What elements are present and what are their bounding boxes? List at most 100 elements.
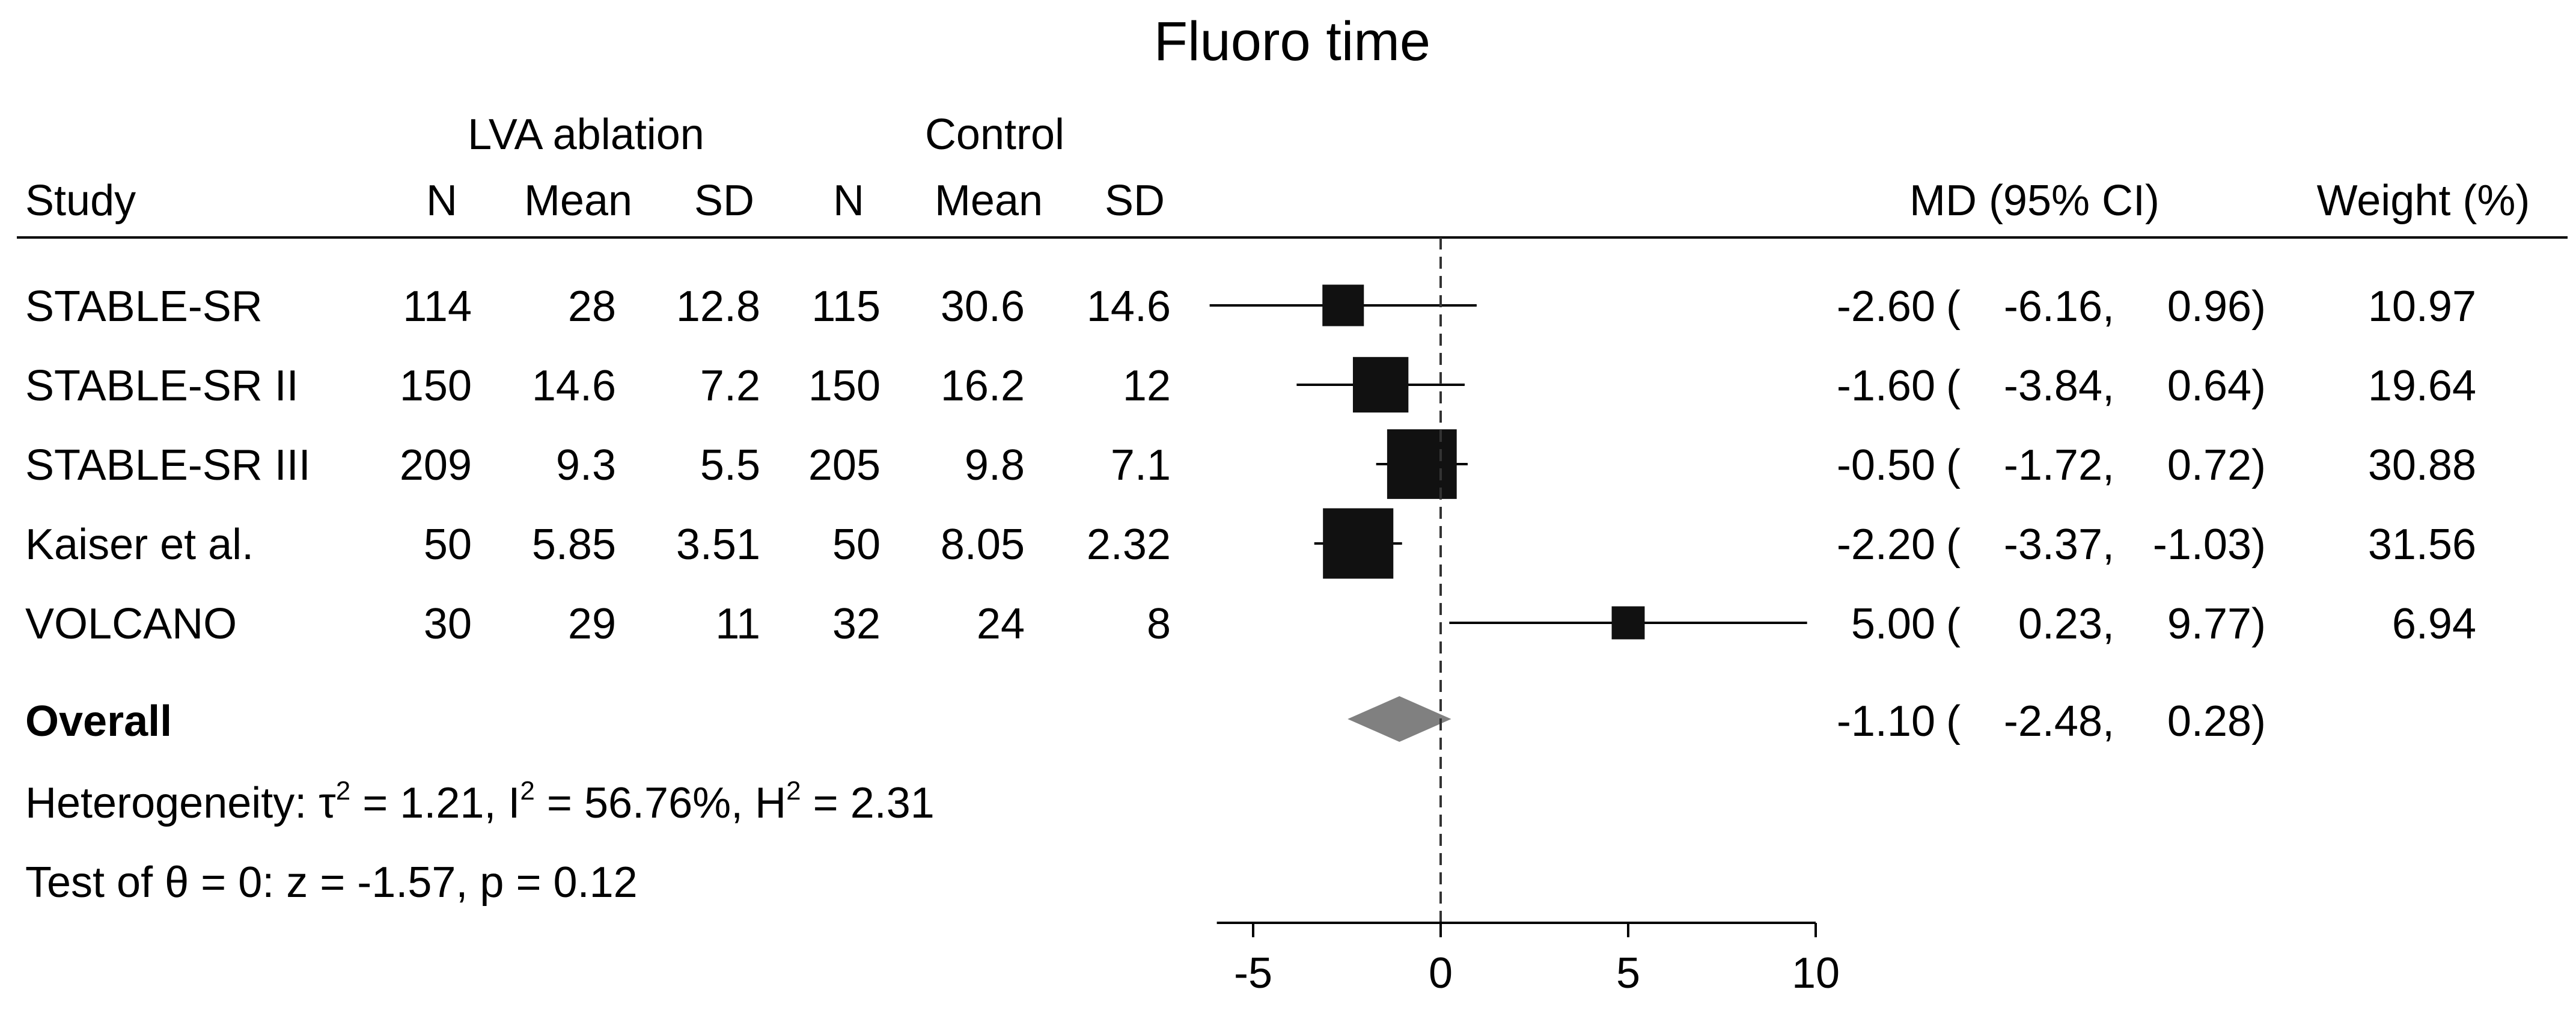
header-mean2: Mean: [935, 177, 1043, 225]
ci-lower: -3.37,: [2004, 521, 2114, 569]
column-headers: Study N Mean SD N Mean SD MD (95% CI) We…: [25, 177, 2530, 225]
ci-open-paren: (: [1946, 362, 1961, 410]
ci-open-paren: (: [1946, 600, 1961, 648]
weight-value: 10.97: [2368, 283, 2476, 331]
ci-lower: 0.23,: [2018, 600, 2114, 648]
control-mean: 8.05: [941, 521, 1025, 569]
group-header-lva: LVA ablation: [468, 111, 704, 159]
study-name: STABLE-SR III: [25, 441, 311, 489]
header-n2: N: [833, 177, 864, 225]
lva-mean: 9.3: [556, 441, 616, 489]
lva-n: 30: [424, 600, 472, 648]
weight-value: 31.56: [2368, 521, 2476, 569]
lva-sd: 3.51: [676, 521, 760, 569]
test-text: Test of θ = 0: z = -1.57, p = 0.12: [25, 858, 638, 907]
header-sd1: SD: [694, 177, 754, 225]
ci-lower: -3.84,: [2004, 362, 2114, 410]
md-value: 5.00: [1851, 600, 1935, 648]
control-n: 32: [832, 600, 881, 648]
md-value: -0.50: [1837, 441, 1935, 489]
effect-marker: [1611, 606, 1645, 640]
weight-value: 30.88: [2368, 441, 2476, 489]
header-n1: N: [426, 177, 457, 225]
ci-upper: 0.96): [2167, 283, 2266, 331]
control-mean: 24: [977, 600, 1025, 648]
lva-sd: 11: [715, 600, 760, 648]
study-row: STABLE-SR 114 28 12.8 115 30.6 14.6 -2.60 -6.16,…: [25, 283, 2476, 331]
effect-marker: [1322, 284, 1364, 326]
ci-lower: -1.72,: [2004, 441, 2114, 489]
ci-open-paren: (: [1946, 521, 1961, 569]
overall-md: -1.10: [1837, 697, 1935, 745]
study-rows: STABLE-SR 114 28 12.8 115 30.6 14.6 -2.60 -6.16,…: [25, 283, 2476, 648]
weight-value: 6.94: [2392, 600, 2476, 648]
lva-mean: 28: [568, 283, 616, 331]
control-sd: 7.1: [1111, 441, 1171, 489]
lva-n: 150: [400, 362, 472, 410]
lva-sd: 7.2: [700, 362, 760, 410]
overall-ci-upper: 0.28): [2167, 697, 2266, 745]
ci-open-paren: (: [1946, 441, 1961, 489]
study-name: STABLE-SR: [25, 283, 263, 331]
weight-value: 19.64: [2368, 362, 2476, 410]
lva-n: 209: [400, 441, 472, 489]
heterogeneity-text: Heterogeneity: τ2 = 1.21, I2 = 56.76%, H…: [25, 776, 935, 827]
ci-upper: 0.64): [2167, 362, 2266, 410]
ci-upper: 9.77): [2167, 600, 2266, 648]
lva-mean: 29: [568, 600, 616, 648]
effect-marker: [1387, 429, 1457, 499]
header-mean1: Mean: [524, 177, 632, 225]
header-weight: Weight (%): [2317, 177, 2530, 225]
chart-title: Fluoro time: [1154, 11, 1430, 72]
ci-lower: -6.16,: [2004, 283, 2114, 331]
control-n: 205: [808, 441, 881, 489]
study-row: STABLE-SR II 150 14.6 7.2 150 16.2 12 -1.60 -3.8…: [25, 362, 2476, 410]
plot-area: [1209, 237, 1807, 923]
overall-ci-lower: -2.48,: [2004, 697, 2114, 745]
lva-sd: 5.5: [700, 441, 760, 489]
header-md-ci: MD (95% CI): [1909, 177, 2159, 225]
study-row: VOLCANO 30 29 11 32 24 8 5.00 0.23, 9.77) 6.94 (: [25, 600, 2476, 648]
study-name: VOLCANO: [25, 600, 237, 648]
lva-n: 114: [403, 283, 472, 331]
overall-paren: (: [1946, 697, 1961, 745]
ci-upper: -1.03): [2153, 521, 2266, 569]
x-tick-label: 10: [1792, 949, 1840, 997]
study-row: STABLE-SR III 209 9.3 5.5 205 9.8 7.1 -0.50 -1.7…: [25, 441, 2476, 489]
control-sd: 12: [1123, 362, 1171, 410]
x-tick-label: 5: [1616, 949, 1640, 997]
md-value: -1.60: [1837, 362, 1935, 410]
control-n: 50: [832, 521, 881, 569]
x-axis: -5 0 5 10: [1216, 922, 1840, 997]
header-sd2: SD: [1105, 177, 1165, 225]
lva-mean: 14.6: [532, 362, 616, 410]
header-study: Study: [25, 177, 136, 225]
overall-diamond: [1348, 696, 1451, 742]
study-row: Kaiser et al. 50 5.85 3.51 50 8.05 2.32 -2.20 -3…: [25, 521, 2476, 569]
md-value: -2.20: [1837, 521, 1935, 569]
lva-n: 50: [424, 521, 472, 569]
md-value: -2.60: [1837, 283, 1935, 331]
study-name: Kaiser et al.: [25, 521, 254, 569]
control-sd: 8: [1147, 600, 1171, 648]
ci-open-paren: (: [1946, 283, 1961, 331]
ci-upper: 0.72): [2167, 441, 2266, 489]
control-sd: 2.32: [1087, 521, 1171, 569]
study-name: STABLE-SR II: [25, 362, 299, 410]
lva-sd: 12.8: [676, 283, 760, 331]
control-mean: 30.6: [941, 283, 1025, 331]
group-header-control: Control: [925, 111, 1064, 159]
effect-marker: [1323, 508, 1394, 579]
overall-row: Overall -1.10 ( -2.48, 0.28): [25, 697, 2266, 745]
lva-mean: 5.85: [532, 521, 616, 569]
control-mean: 9.8: [965, 441, 1025, 489]
control-n: 150: [808, 362, 881, 410]
control-mean: 16.2: [941, 362, 1025, 410]
overall-label: Overall: [25, 697, 172, 745]
effect-marker: [1352, 357, 1409, 413]
x-tick-label: -5: [1234, 949, 1272, 997]
x-tick-label: 0: [1429, 949, 1453, 997]
control-n: 115: [811, 283, 881, 331]
control-sd: 14.6: [1087, 283, 1171, 331]
